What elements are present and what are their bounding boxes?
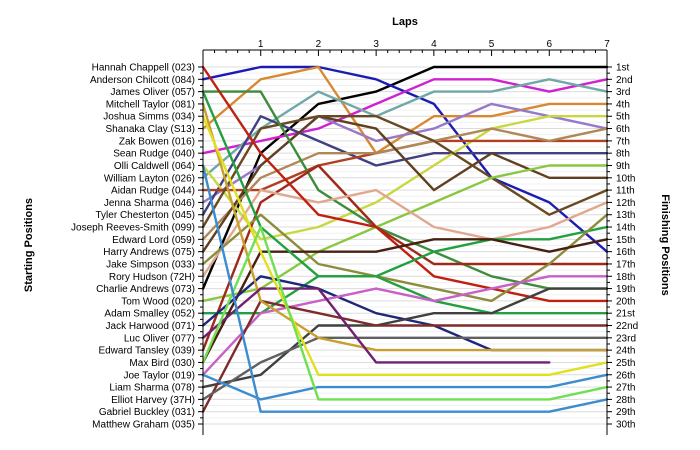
starting-position-label: Charlie Andrews (073)	[96, 284, 195, 295]
series-layer	[201, 65, 609, 413]
finishing-position-label: 4th	[616, 99, 630, 110]
driver-line-25	[201, 299, 609, 413]
finishing-position-label: 8th	[616, 149, 630, 160]
driver-line-1	[201, 65, 609, 290]
starting-position-label: Max Bird (030)	[129, 358, 195, 369]
finishing-position-label: 9th	[616, 161, 630, 172]
finishing-position-label: 25th	[616, 358, 635, 369]
driver-line-19	[201, 213, 609, 303]
finishing-position-label: 11th	[616, 186, 635, 197]
finishing-position-label: 27th	[616, 383, 635, 394]
lap-tick-label: 7	[604, 39, 610, 50]
starting-position-label: Aidan Rudge (044)	[111, 186, 195, 197]
lap-tick-label: 3	[373, 39, 379, 50]
lap-tick-label: 2	[316, 39, 322, 50]
starting-position-label: Gabriel Buckley (031)	[99, 407, 195, 418]
starting-position-label: Tyler Chesterton (045)	[96, 210, 196, 221]
driver-line-28	[201, 287, 551, 364]
starting-position-label: Joshua Simms (034)	[103, 112, 195, 123]
axis-layer: 1 2 3 4 5 6 7 Hannah Chappell (023)Anderson Chi…	[71, 39, 638, 435]
starting-position-label: Shanaka Clay (S13)	[106, 124, 196, 135]
driver-line-16	[201, 188, 609, 278]
starting-position-label: Tom Wood (020)	[121, 296, 195, 307]
finishing-position-label: 20th	[616, 296, 635, 307]
driver-line-10	[201, 127, 609, 241]
driver-line-32	[201, 164, 609, 413]
starting-position-label: Mitchell Taylor (081)	[106, 99, 195, 110]
finishing-position-label: 28th	[616, 395, 635, 406]
starting-position-label: Jenna Sharma (046)	[104, 198, 195, 209]
starting-position-label: Harry Andrews (075)	[103, 247, 195, 258]
starting-position-label: James Oliver (057)	[111, 87, 195, 98]
driver-line-22	[201, 90, 609, 315]
finishing-position-label: 19th	[616, 284, 635, 295]
driver-line-11	[201, 114, 609, 253]
finishing-position-label: 22nd	[616, 321, 638, 332]
starting-position-label: Sean Rudge (040)	[113, 149, 195, 160]
finishing-position-label: 13th	[616, 210, 635, 221]
finishing-position-label: 17th	[616, 259, 635, 270]
finishing-position-label: 18th	[616, 272, 635, 283]
driver-line-17	[201, 65, 609, 303]
starting-position-label: Zak Bowen (016)	[119, 136, 195, 147]
starting-position-label: Rory Hudson (72H)	[109, 272, 195, 283]
finishing-position-label: 15th	[616, 235, 635, 246]
starting-position-label: Hannah Chappell (023)	[92, 63, 195, 74]
driver-line-4	[201, 78, 609, 155]
finishing-position-label: 6th	[616, 124, 630, 135]
finishing-position-label: 21st	[616, 309, 635, 320]
driver-line-27	[201, 102, 609, 352]
finishing-position-label: 14th	[616, 223, 635, 234]
driver-line-8	[201, 114, 609, 241]
finishing-position-label: 24th	[616, 346, 635, 357]
starting-position-label: Matthew Graham (035)	[92, 420, 195, 431]
finishing-position-label: 5th	[616, 112, 630, 123]
chart-title: Laps	[392, 16, 418, 28]
starting-position-label: Edward Lord (059)	[112, 235, 195, 246]
finishing-position-label: 29th	[616, 407, 635, 418]
driver-line-24	[201, 287, 609, 389]
driver-line-12	[201, 114, 609, 229]
finishing-position-label: 30th	[616, 420, 635, 431]
starting-position-label: Jake Simpson (033)	[106, 259, 195, 270]
starting-position-label: Edward Tansley (039)	[98, 346, 195, 357]
finishing-position-label: 2nd	[616, 75, 633, 86]
driver-line-23	[201, 275, 609, 376]
finishing-position-label: 23rd	[616, 333, 636, 344]
driver-line-20	[201, 238, 609, 364]
starting-position-label: Adam Smalley (052)	[104, 309, 195, 320]
driver-line-29	[201, 114, 609, 376]
starting-positions-label: Starting Positions	[23, 198, 35, 292]
starting-position-label: Jack Harwood (071)	[106, 321, 195, 332]
driver-line-5	[201, 78, 609, 180]
driver-line-26	[201, 336, 609, 401]
finishing-position-label: 16th	[616, 247, 635, 258]
driver-line-14	[201, 164, 609, 303]
starting-position-label: Luc Oliver (077)	[124, 333, 195, 344]
starting-position-label: Anderson Chilcott (084)	[90, 75, 195, 86]
starting-position-label: Elliot Harvey (37H)	[111, 395, 195, 406]
starting-position-label: William Layton (026)	[104, 173, 195, 184]
lap-tick-label: 5	[489, 39, 495, 50]
finishing-position-label: 7th	[616, 136, 630, 147]
lap-tick-label: 1	[258, 39, 264, 50]
finishing-position-label: 12th	[616, 198, 635, 209]
driver-line-13	[201, 90, 609, 290]
finishing-position-label: 3rd	[616, 87, 630, 98]
finishing-position-label: 1st	[616, 63, 630, 74]
driver-line-30	[201, 373, 609, 401]
finishing-position-label: 10th	[616, 173, 635, 184]
finishing-position-label: 26th	[616, 370, 635, 381]
starting-position-label: Liam Sharma (078)	[109, 383, 195, 394]
starting-position-label: Olli Caldwell (064)	[114, 161, 195, 172]
starting-position-label: Joseph Reeves-Smith (099)	[71, 223, 195, 234]
driver-line-31	[201, 225, 609, 401]
starting-position-label: Joe Taylor (019)	[123, 370, 195, 381]
finishing-positions-label: Finishing Positions	[659, 194, 671, 295]
lap-tick-label: 4	[431, 39, 437, 50]
lap-tick-label: 6	[547, 39, 553, 50]
